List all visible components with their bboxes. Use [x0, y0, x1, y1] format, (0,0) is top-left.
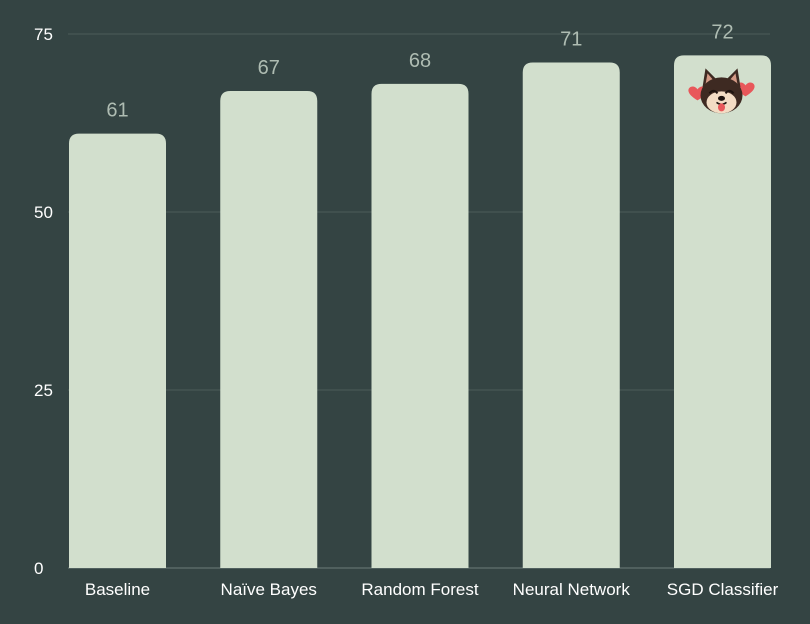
- bar: [371, 83, 469, 568]
- dog-eye-shape: [724, 89, 735, 95]
- y-tick-label: 50: [34, 203, 53, 222]
- bar-layer: [69, 55, 771, 569]
- bar: [674, 55, 771, 569]
- bar-value-label: 71: [560, 28, 582, 50]
- category-label: Naïve Bayes: [221, 580, 317, 599]
- bar: [220, 90, 318, 569]
- bar-value-label: 68: [409, 50, 431, 72]
- category-label: Baseline: [85, 580, 150, 599]
- bar-value-label: 67: [258, 57, 280, 79]
- label-layer: 0 25 50 75 61 Baseline 67 Naïve Bayes 68 Random F…: [34, 21, 779, 599]
- dog-tongue-shape: [718, 103, 725, 112]
- dog-nose-shape: [718, 95, 725, 101]
- category-label: Random Forest: [361, 580, 478, 599]
- shiba-dog-emoji-icon: [688, 68, 755, 114]
- dog-inner-ear-shape: [705, 73, 714, 85]
- dog-muzzle-shape: [706, 91, 737, 114]
- category-label: Neural Network: [513, 580, 631, 599]
- y-tick-label: 25: [34, 381, 53, 400]
- bar-value-label: 61: [106, 100, 128, 122]
- dog-inner-ear-shape: [729, 73, 738, 85]
- y-tick-label: 75: [34, 25, 53, 44]
- bar-value-label: 72: [711, 21, 733, 43]
- bar: [69, 133, 166, 568]
- y-tick-label: 0: [34, 559, 43, 578]
- dog-eye-shape: [708, 89, 719, 95]
- bar: [522, 62, 620, 568]
- category-label: SGD Classifier: [667, 580, 779, 599]
